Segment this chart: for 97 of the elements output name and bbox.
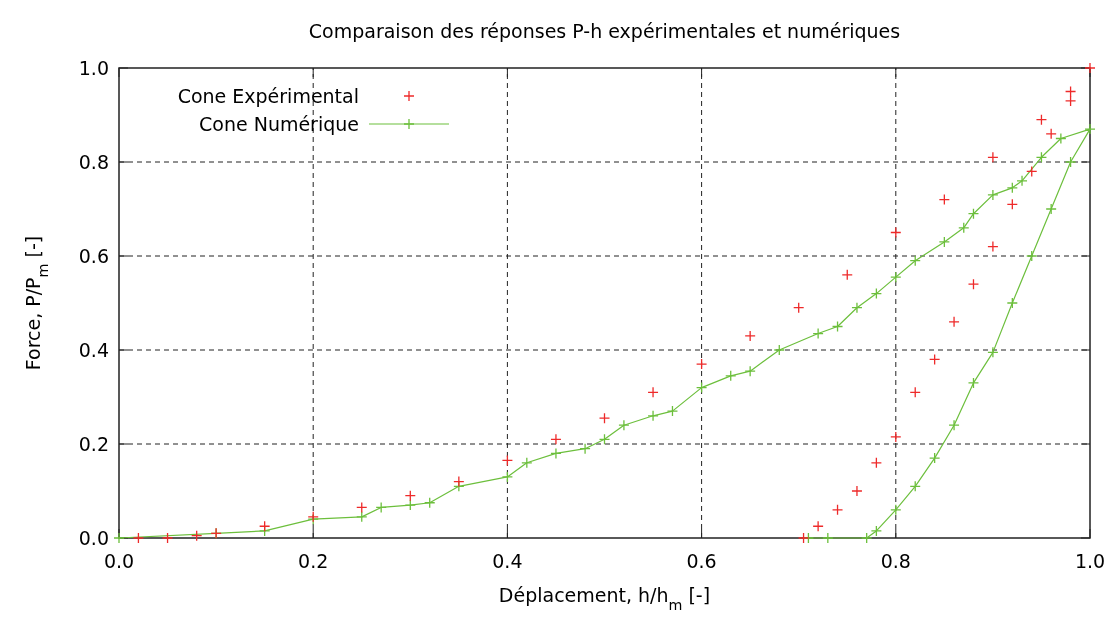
point (928, 353, 941, 366)
point (861, 532, 873, 544)
point (928, 452, 941, 464)
point (909, 480, 921, 492)
point (890, 271, 902, 283)
point (1084, 62, 1096, 74)
point (647, 410, 659, 422)
point (1035, 114, 1048, 126)
point (812, 327, 824, 340)
point (744, 330, 756, 342)
point (618, 419, 630, 431)
x-tick-label: 0.2 (298, 550, 329, 572)
y-tick-label: 0.0 (78, 527, 109, 549)
point (909, 386, 921, 398)
point (841, 269, 853, 281)
point (1064, 85, 1077, 98)
point (695, 358, 708, 370)
point (744, 365, 756, 377)
y-tick-label: 1.0 (78, 57, 109, 79)
point (453, 475, 465, 488)
x-tick-label: 1.0 (1074, 550, 1106, 572)
point (948, 419, 960, 431)
point (831, 504, 844, 516)
point (822, 532, 834, 544)
point (647, 386, 659, 398)
point (1026, 165, 1038, 178)
point (1045, 203, 1057, 215)
point (550, 433, 562, 445)
point (424, 497, 436, 509)
point (851, 302, 863, 314)
point (1064, 95, 1077, 107)
point (1006, 198, 1018, 210)
point (113, 532, 125, 544)
point (812, 520, 824, 532)
point (909, 255, 921, 267)
x-tick-label: 0.6 (686, 550, 717, 572)
point (375, 501, 387, 514)
point (666, 405, 679, 417)
point (987, 189, 999, 201)
point (793, 302, 805, 314)
point (1084, 123, 1096, 135)
x-axis-title: Déplacement, h/h$_{m}$ [-] (498, 584, 711, 613)
point (1016, 175, 1028, 187)
point (831, 320, 844, 333)
point (948, 316, 960, 328)
x-tick-label: 0.4 (492, 550, 523, 572)
point (938, 236, 950, 248)
point (870, 287, 883, 300)
point (890, 504, 902, 516)
point (1006, 182, 1018, 194)
point (501, 454, 514, 467)
point (773, 344, 785, 356)
point (987, 346, 999, 358)
point (521, 457, 533, 469)
point (356, 511, 368, 523)
point (1055, 132, 1067, 145)
point (579, 443, 591, 455)
point (890, 431, 902, 443)
point (356, 501, 368, 514)
point (1035, 151, 1048, 163)
point (161, 532, 174, 544)
point (1006, 297, 1018, 309)
y-tick-label: 0.6 (78, 245, 109, 267)
point (967, 278, 980, 290)
point (987, 240, 999, 253)
point (259, 520, 271, 532)
point (890, 226, 902, 239)
point (191, 530, 203, 542)
point (404, 490, 416, 502)
point (967, 377, 980, 389)
x-tick-label: 0.8 (880, 550, 911, 572)
point (797, 532, 810, 544)
x-tick-label: 0.0 (103, 550, 135, 572)
point (695, 381, 708, 394)
point (967, 208, 980, 220)
point (501, 471, 514, 483)
point (132, 532, 145, 544)
point (938, 193, 950, 206)
point (851, 485, 863, 497)
point (987, 151, 999, 163)
point (958, 222, 970, 234)
legend-label: Cone Expérimental (177, 85, 359, 107)
point (598, 412, 611, 424)
point (870, 457, 883, 469)
y-tick-label: 0.8 (78, 151, 109, 173)
chart-title: Comparaison des réponses P-h expérimentales et numériques (308, 20, 901, 42)
point (1064, 156, 1077, 168)
point (870, 525, 883, 537)
y-tick-label: 0.4 (78, 339, 109, 361)
legend-label: Cone Numérique (199, 113, 359, 135)
point (1026, 250, 1038, 262)
point (598, 433, 611, 445)
point (404, 499, 416, 511)
y-tick-label: 0.2 (78, 433, 109, 455)
point (1045, 128, 1057, 140)
point (550, 447, 562, 460)
point (725, 370, 737, 382)
